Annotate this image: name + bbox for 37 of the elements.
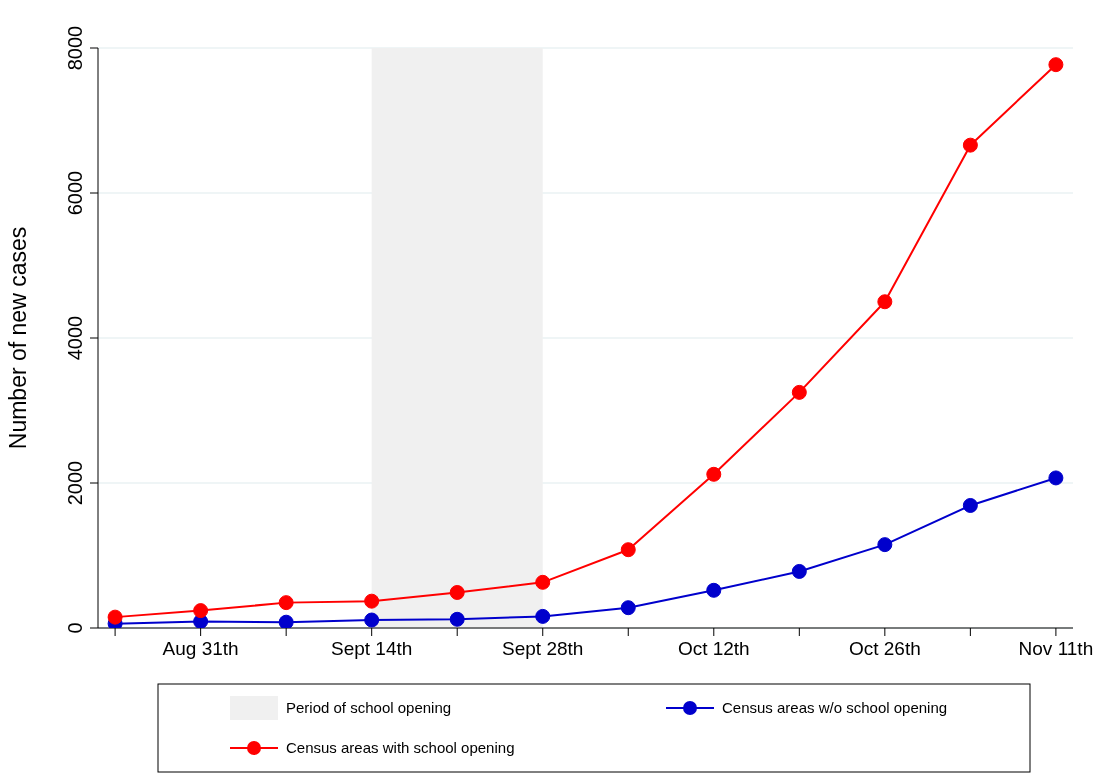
point	[364, 593, 380, 609]
y-axis-title: Number of new cases	[5, 226, 32, 450]
y-tick-label: 4000	[64, 315, 86, 361]
x-tick-label: Sept 28th	[502, 638, 584, 660]
point	[278, 614, 294, 628]
point	[791, 384, 807, 400]
legend-label: Census areas with school opening	[286, 739, 515, 757]
point	[1048, 470, 1064, 486]
x-tick-label: Aug 31th	[162, 638, 239, 660]
y-tick-label: 6000	[64, 170, 86, 216]
point	[877, 537, 893, 553]
y-tick-label: 8000	[64, 25, 86, 71]
point	[791, 563, 807, 579]
point	[449, 611, 465, 627]
point	[706, 582, 722, 598]
point	[107, 609, 123, 625]
x-tick-label: Sept 14th	[331, 638, 413, 660]
point	[620, 600, 636, 616]
point	[535, 608, 551, 624]
point	[706, 466, 722, 482]
point	[1048, 57, 1064, 73]
y-tick-label: 2000	[64, 460, 86, 506]
legend-label: Period of school opening	[286, 699, 452, 717]
point	[962, 137, 978, 153]
point	[364, 612, 380, 628]
point	[193, 603, 209, 619]
point	[962, 497, 978, 513]
legend-label: Census areas w/o school opening	[722, 699, 948, 717]
point	[535, 574, 551, 590]
x-tick-label: Oct 26th	[848, 638, 921, 660]
point	[278, 595, 294, 611]
point	[877, 294, 893, 310]
point	[620, 542, 636, 558]
y-tick-label: 0	[64, 622, 86, 634]
point	[449, 584, 465, 600]
x-tick-label: Nov 11th	[1018, 638, 1094, 660]
x-tick-label: Oct 12th	[677, 638, 750, 660]
